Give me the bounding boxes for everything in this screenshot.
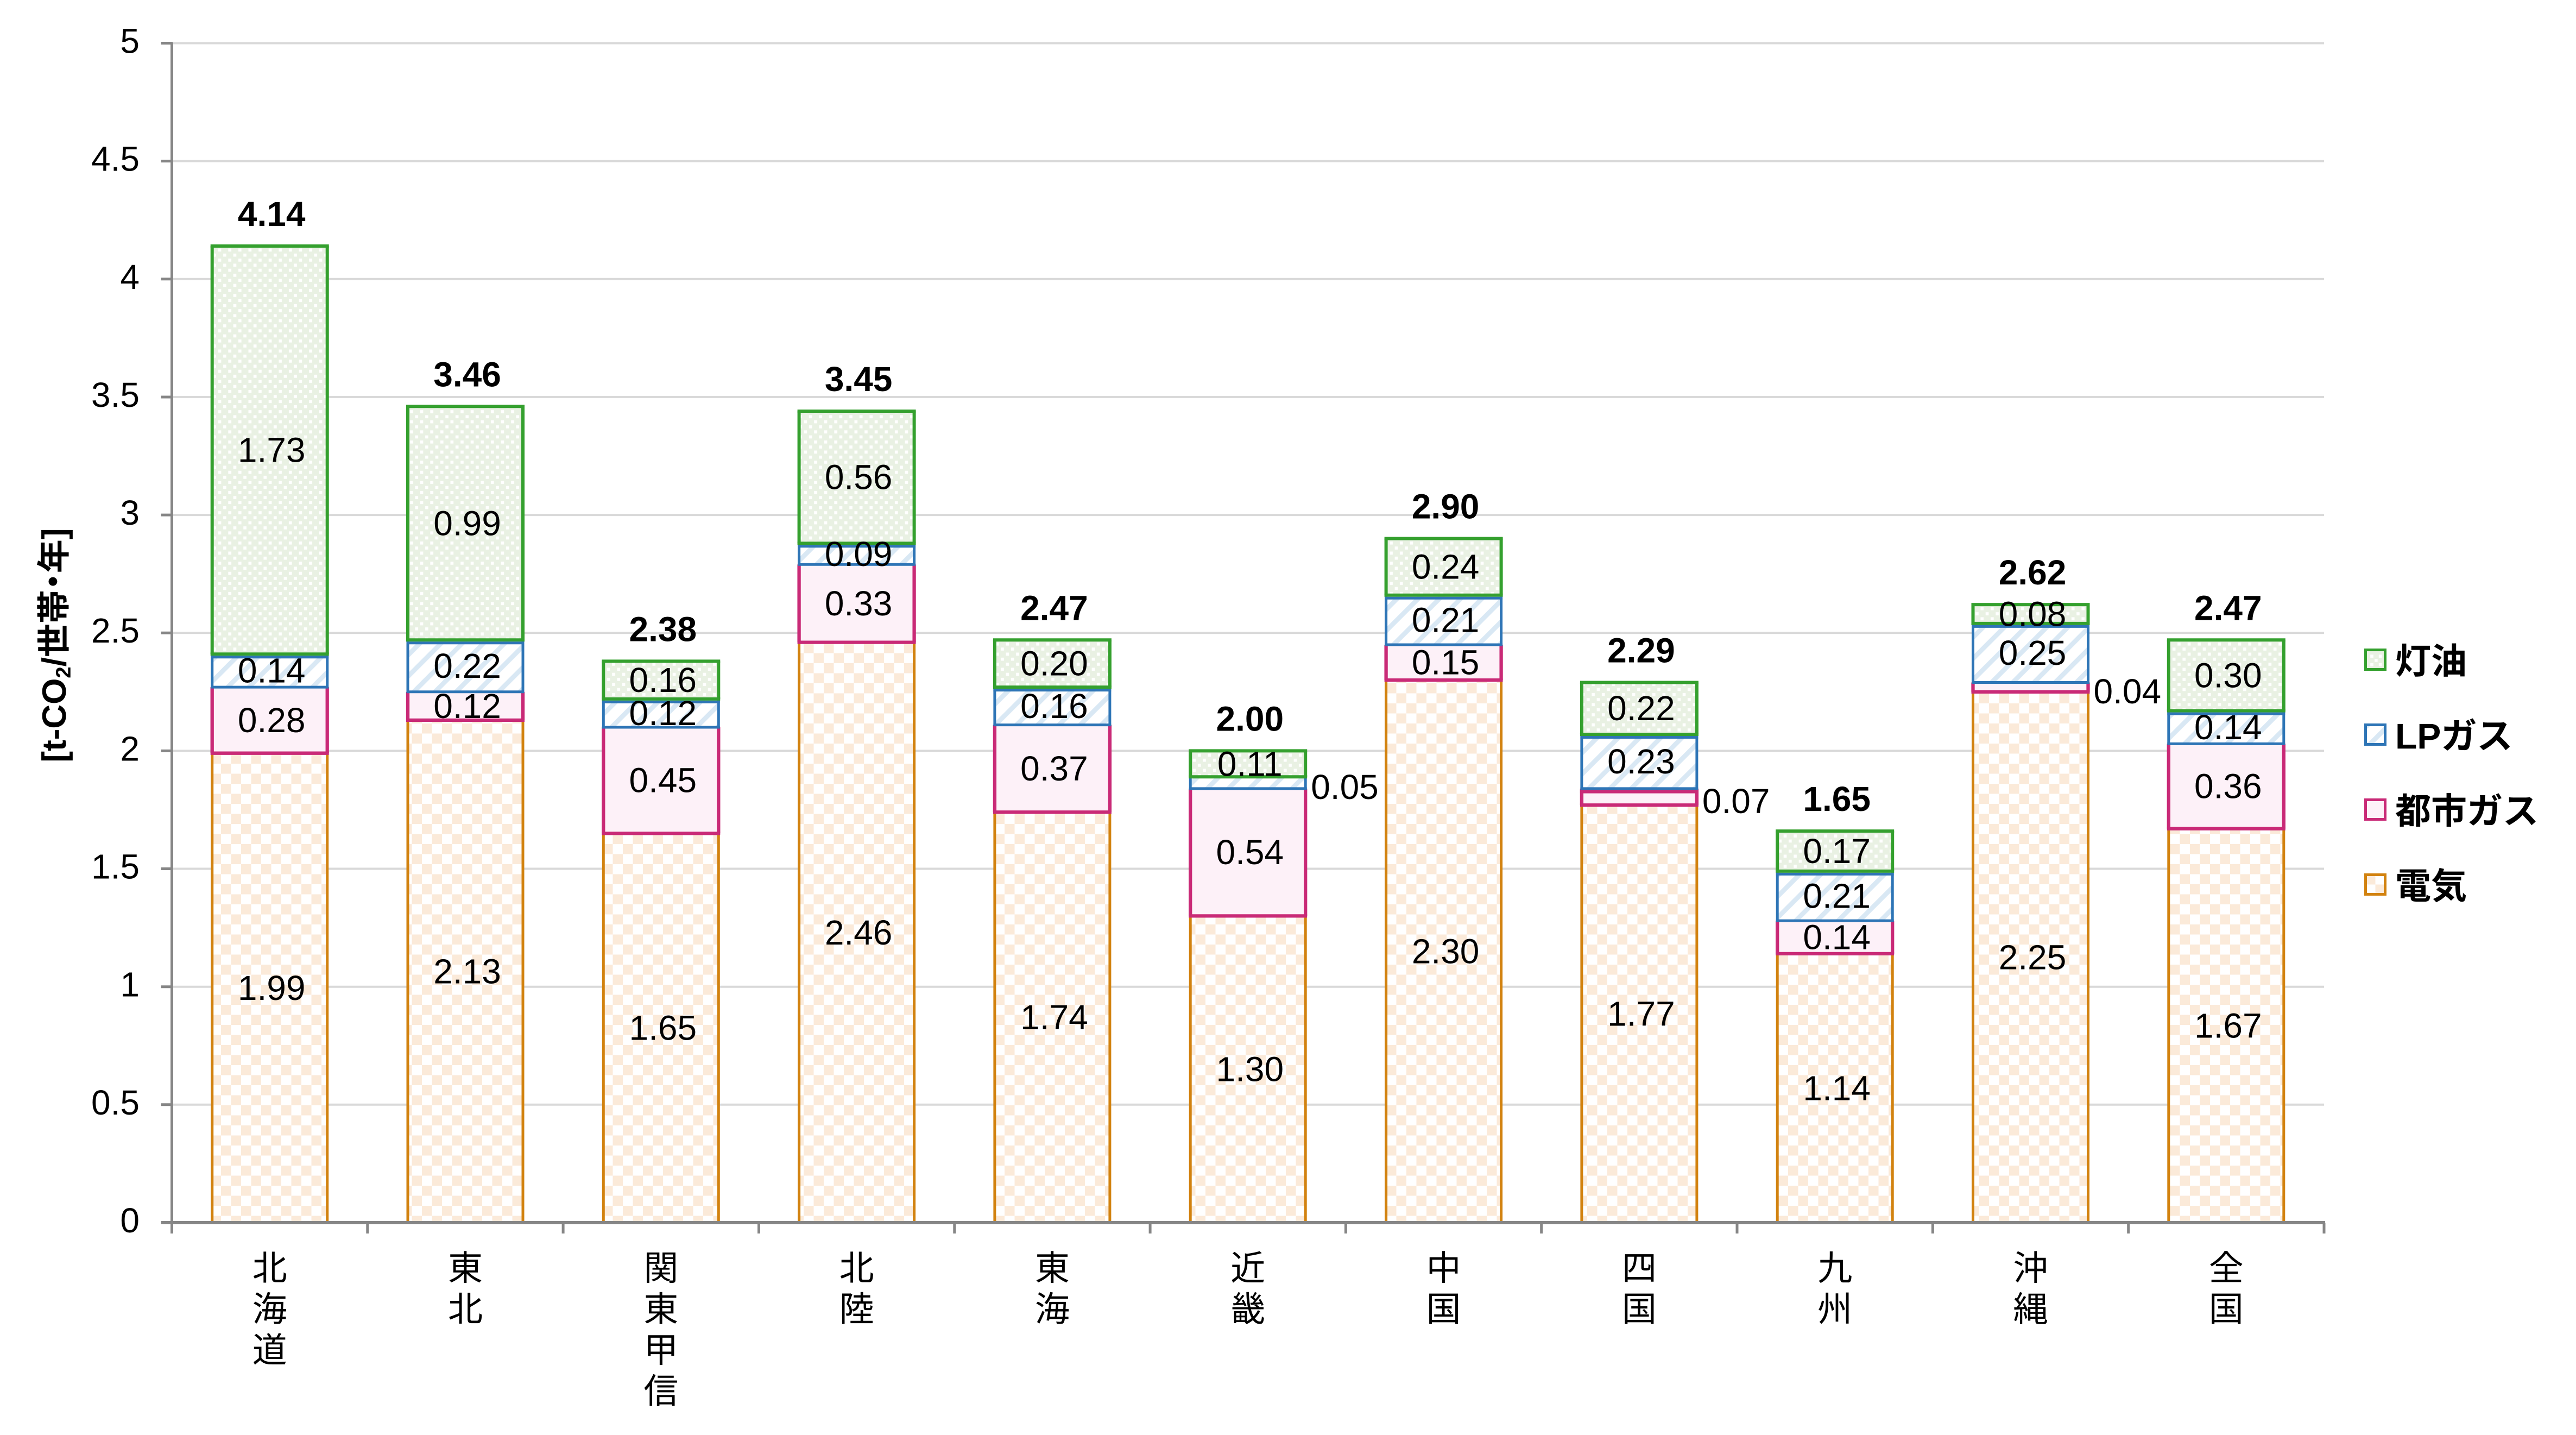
svg-text:2.30: 2.30 <box>1412 932 1480 971</box>
svg-text:0.16: 0.16 <box>629 660 697 700</box>
svg-text:0.21: 0.21 <box>1412 600 1480 639</box>
svg-text:4.5: 4.5 <box>91 140 140 179</box>
svg-text:2.47: 2.47 <box>2194 588 2262 627</box>
svg-text:0.54: 0.54 <box>1216 833 1284 872</box>
svg-text:3.45: 3.45 <box>825 360 893 399</box>
svg-text:0.07: 0.07 <box>1702 782 1770 821</box>
svg-text:0.21: 0.21 <box>1803 877 1871 916</box>
svg-text:0.04: 0.04 <box>2094 672 2162 711</box>
svg-text:0.11: 0.11 <box>1217 744 1283 783</box>
svg-text:0.16: 0.16 <box>1020 687 1088 726</box>
svg-text:3.46: 3.46 <box>433 355 501 394</box>
svg-text:0.23: 0.23 <box>1607 742 1675 781</box>
svg-text:0.45: 0.45 <box>629 761 697 800</box>
svg-text:0.22: 0.22 <box>433 646 501 685</box>
svg-text:0.37: 0.37 <box>1020 749 1088 788</box>
svg-text:1: 1 <box>120 965 140 1004</box>
svg-text:2.29: 2.29 <box>1607 631 1675 670</box>
svg-text:0.09: 0.09 <box>825 534 893 574</box>
svg-text:2: 2 <box>120 729 140 768</box>
svg-text:0.36: 0.36 <box>2194 767 2262 806</box>
svg-text:0.15: 0.15 <box>1412 643 1480 682</box>
svg-text:1.5: 1.5 <box>91 847 140 886</box>
svg-text:2.47: 2.47 <box>1020 588 1088 627</box>
svg-text:0.14: 0.14 <box>2194 708 2262 747</box>
svg-text:1.73: 1.73 <box>238 431 306 470</box>
svg-text:1.65: 1.65 <box>629 1009 697 1048</box>
svg-text:1.74: 1.74 <box>1020 998 1088 1037</box>
svg-text:2.46: 2.46 <box>825 913 893 952</box>
svg-text:1.67: 1.67 <box>2194 1006 2262 1045</box>
svg-text:2.25: 2.25 <box>1999 937 2067 977</box>
svg-text:4: 4 <box>120 257 140 297</box>
svg-text:2.90: 2.90 <box>1412 487 1480 526</box>
svg-text:0.33: 0.33 <box>825 584 893 623</box>
svg-text:3: 3 <box>120 493 140 532</box>
svg-text:0.12: 0.12 <box>629 694 697 733</box>
svg-text:0.30: 0.30 <box>2194 656 2262 695</box>
svg-text:0.20: 0.20 <box>1020 644 1088 683</box>
svg-text:2.00: 2.00 <box>1216 699 1284 738</box>
svg-text:2.5: 2.5 <box>91 611 140 650</box>
svg-text:0: 0 <box>120 1201 140 1240</box>
svg-text:1.30: 1.30 <box>1216 1050 1284 1089</box>
svg-text:0.05: 0.05 <box>1311 767 1379 807</box>
svg-text:4.14: 4.14 <box>238 194 306 234</box>
svg-text:1.14: 1.14 <box>1803 1068 1871 1107</box>
svg-text:3.5: 3.5 <box>91 375 140 414</box>
svg-text:0.08: 0.08 <box>1999 595 2067 634</box>
svg-text:2.38: 2.38 <box>629 609 697 649</box>
svg-text:0.24: 0.24 <box>1412 547 1480 587</box>
svg-text:0.12: 0.12 <box>433 687 501 726</box>
svg-text:1.77: 1.77 <box>1607 995 1675 1034</box>
svg-text:0.56: 0.56 <box>825 458 893 497</box>
svg-text:0.22: 0.22 <box>1607 689 1675 728</box>
svg-text:5: 5 <box>120 22 140 61</box>
svg-text:0.25: 0.25 <box>1999 633 2067 672</box>
svg-text:2.62: 2.62 <box>1999 553 2067 592</box>
svg-text:0.99: 0.99 <box>433 503 501 543</box>
svg-text:0.14: 0.14 <box>1803 918 1871 957</box>
svg-text:0.5: 0.5 <box>91 1083 140 1122</box>
svg-text:1.99: 1.99 <box>238 968 306 1008</box>
svg-text:0.14: 0.14 <box>238 651 306 690</box>
svg-text:0.17: 0.17 <box>1803 832 1871 871</box>
svg-text:2.13: 2.13 <box>433 952 501 991</box>
svg-text:1.65: 1.65 <box>1803 779 1871 819</box>
svg-text:0.28: 0.28 <box>238 701 306 740</box>
